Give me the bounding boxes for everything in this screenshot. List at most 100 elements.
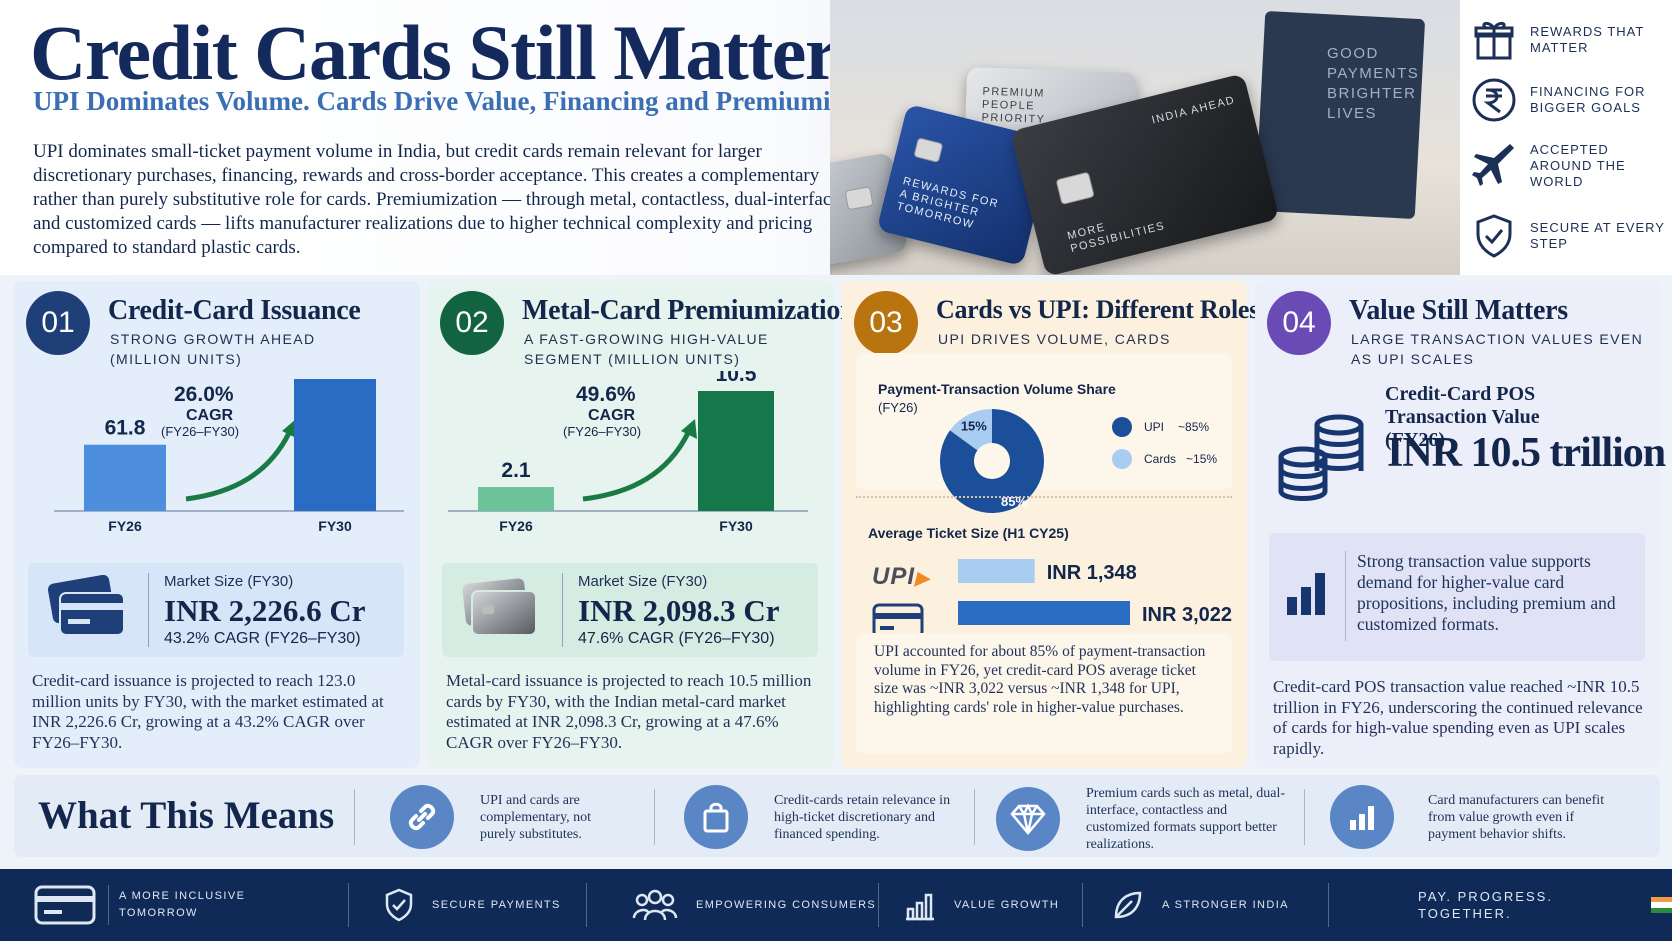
volume-share-box <box>856 353 1232 489</box>
benefit-label: SECURE AT EVERY STEP <box>1530 220 1665 251</box>
footer-label: A STRONGER INDIA <box>1162 898 1289 911</box>
bar-chart-icon <box>1287 573 1325 615</box>
footer-item-inclusive: A MORE INCLUSIVE TOMORROW <box>34 869 269 941</box>
panel-cards-vs-upi: 03 Cards vs UPI: Different Roles UPI DRI… <box>842 281 1259 768</box>
market-size-label: Market Size (FY30) <box>578 573 708 590</box>
hero-photo: PREMIUM PEOPLE PRIORITY REWARDS FOR A BR… <box>830 0 1460 275</box>
panel-subtitle: LARGE TRANSACTION VALUES EVEN AS UPI SCA… <box>1351 331 1644 367</box>
legend-label: Cards <box>1144 452 1177 466</box>
shield-check-icon <box>385 888 413 922</box>
panel-description: Metal-card issuance is projected to reac… <box>446 671 812 752</box>
growth-chart-icon <box>906 893 934 921</box>
footer-bar: A MORE INCLUSIVE TOMORROW SECURE PAYMENT… <box>0 869 1672 941</box>
volume-share-period: (FY26) <box>878 400 918 415</box>
market-size-value: INR 2,098.3 Cr <box>578 593 780 628</box>
panel-number-badge: 04 <box>1267 291 1331 355</box>
black-card-bottom-text: MORE POSSIBILITIES <box>1066 219 1167 255</box>
bar-value-label: 2.1 <box>501 459 531 482</box>
market-size-cagr: 47.6% CAGR (FY26–FY30) <box>578 630 775 647</box>
intro-paragraph: UPI dominates small-ticket payment volum… <box>33 141 840 258</box>
donut-value-label: 15% <box>961 418 987 433</box>
issuance-bar-chart: 61.8 FY26 123.0 FY30 <box>54 371 404 534</box>
market-size-box: Market Size (FY30) INR 2,226.6 Cr 43.2% … <box>28 563 404 657</box>
panel-subtitle: STRONG GROWTH AHEAD (MILLION UNITS) <box>110 331 316 367</box>
card-icon <box>34 885 96 925</box>
market-size-value: INR 2,226.6 Cr <box>164 593 366 628</box>
market-size-box: Market Size (FY30) INR 2,098.3 Cr 47.6% … <box>442 563 818 657</box>
meaning-text: UPI and cards are complementary, not pur… <box>480 792 592 842</box>
credit-card-stack-icon <box>47 575 125 636</box>
panel-title: Metal-Card Premiumization <box>522 295 856 326</box>
meaning-item-complementary: UPI and cards are complementary, not pur… <box>390 785 630 849</box>
page-subtitle: UPI Dominates Volume. Cards Drive Value,… <box>33 86 908 116</box>
cagr-label: CAGR <box>186 407 234 424</box>
metal-card-stack-icon <box>462 578 537 636</box>
market-size-label: Market Size (FY30) <box>164 573 294 590</box>
bag-text: GOOD PAYMENTS BRIGHTER LIVES <box>1327 45 1420 122</box>
shopping-bag-icon <box>684 785 748 849</box>
gift-icon <box>1474 21 1514 60</box>
rupee-icon <box>1472 78 1516 122</box>
blue-card-text: REWARDS FOR A BRIGHTER TOMORROW <box>895 175 1001 232</box>
footer-item-consumers: EMPOWERING CONSUMERS <box>632 869 876 941</box>
benefit-label: ACCEPTED AROUND THE WORLD <box>1530 142 1626 189</box>
ticket-value-label: INR 1,348 <box>1047 562 1137 584</box>
market-size-cagr: 43.2% CAGR (FY26–FY30) <box>164 630 361 647</box>
panel-number-badge: 01 <box>26 291 90 355</box>
x-tick-label: FY30 <box>318 518 352 534</box>
footer-item-stronger-india: A STRONGER INDIA <box>1112 869 1289 941</box>
bar-fy30 <box>698 391 774 511</box>
page-title: Credit Cards Still Matter <box>30 9 840 96</box>
hero-section: Credit Cards Still Matter UPI Dominates … <box>0 0 1672 275</box>
bar-value-label: 10.5 <box>716 371 757 386</box>
link-icon <box>390 785 454 849</box>
leaf-icon <box>1114 891 1142 919</box>
support-text: Strong transaction value supports demand… <box>1357 551 1616 634</box>
benefit-item-accepted: ACCEPTED AROUND THE WORLD <box>1470 142 1672 190</box>
donut-slice-upi <box>940 409 1044 513</box>
footer-tagline: PAY. PROGRESS. TOGETHER. <box>1418 889 1553 921</box>
pos-value-label: Credit-Card POS Transaction Value (FY26) <box>1385 383 1540 451</box>
growth-arrow <box>185 431 292 502</box>
benefit-label: REWARDS THAT MATTER <box>1530 24 1645 55</box>
black-card-top-text: INDIA AHEAD <box>1150 94 1237 127</box>
meaning-item-premium: Premium cards such as metal, dual-interf… <box>996 785 1286 853</box>
metal-card-bar-chart: 2.1 FY26 10.5 FY30 <box>448 371 808 534</box>
cagr-period: (FY26–FY30) <box>563 424 642 439</box>
footer-label: SECURE PAYMENTS <box>432 898 561 911</box>
panel-description: Credit-card POS transaction value reache… <box>1273 677 1643 758</box>
benefits-list: REWARDS THAT MATTER FINANCING FOR BIGGER… <box>1460 0 1672 275</box>
meaning-text: Premium cards such as metal, dual-interf… <box>1086 786 1286 852</box>
meaning-text: Card manufacturers can benefit from valu… <box>1428 792 1605 842</box>
panel-description: Credit-card issuance is projected to rea… <box>32 671 384 752</box>
upi-logo: UPI▶ <box>872 563 930 590</box>
benefit-item-rewards: REWARDS THAT MATTER <box>1470 16 1672 64</box>
panel-subtitle: A FAST-GROWING HIGH-VALUE SEGMENT (MILLI… <box>524 331 769 367</box>
legend-value: ~85% <box>1178 420 1210 434</box>
meaning-text: Credit-cards retain relevance in high-ti… <box>774 792 951 842</box>
x-tick-label: FY26 <box>108 518 142 534</box>
legend-swatch-cards <box>1112 449 1132 469</box>
benefit-label: FINANCING FOR BIGGER GOALS <box>1530 84 1646 115</box>
volume-note-box: UPI accounted for about 85% of payment-t… <box>856 633 1232 753</box>
support-box: Strong transaction value supports demand… <box>1269 533 1645 661</box>
panel-title: Credit-Card Issuance <box>108 295 361 326</box>
silver-card-text: PREMIUM PEOPLE PRIORITY <box>981 85 1046 126</box>
footer-item-value-growth: VALUE GROWTH <box>904 869 1059 941</box>
ticket-bar-cards <box>958 601 1130 625</box>
x-tick-label: FY30 <box>719 518 753 534</box>
panel-title: Cards vs UPI: Different Roles <box>936 295 1259 324</box>
what-this-means-bar: What This Means UPI and cards are comple… <box>14 775 1660 857</box>
what-this-means-title: What This Means <box>38 794 335 837</box>
cagr-label: CAGR <box>588 407 636 424</box>
panel-number-badge: 03 <box>854 291 918 355</box>
x-tick-label: FY26 <box>499 518 533 534</box>
legend-swatch-upi <box>1112 417 1132 437</box>
airplane-icon <box>1472 144 1514 186</box>
pos-value: INR 10.5 trillion <box>1387 430 1666 476</box>
growth-arrow <box>582 431 691 502</box>
legend-cards: Cards ~15% <box>1112 449 1217 469</box>
panel-value-still-matters: 04 Value Still Matters LARGE TRANSACTION… <box>1255 281 1666 768</box>
footer-item-secure: SECURE PAYMENTS <box>384 869 561 941</box>
